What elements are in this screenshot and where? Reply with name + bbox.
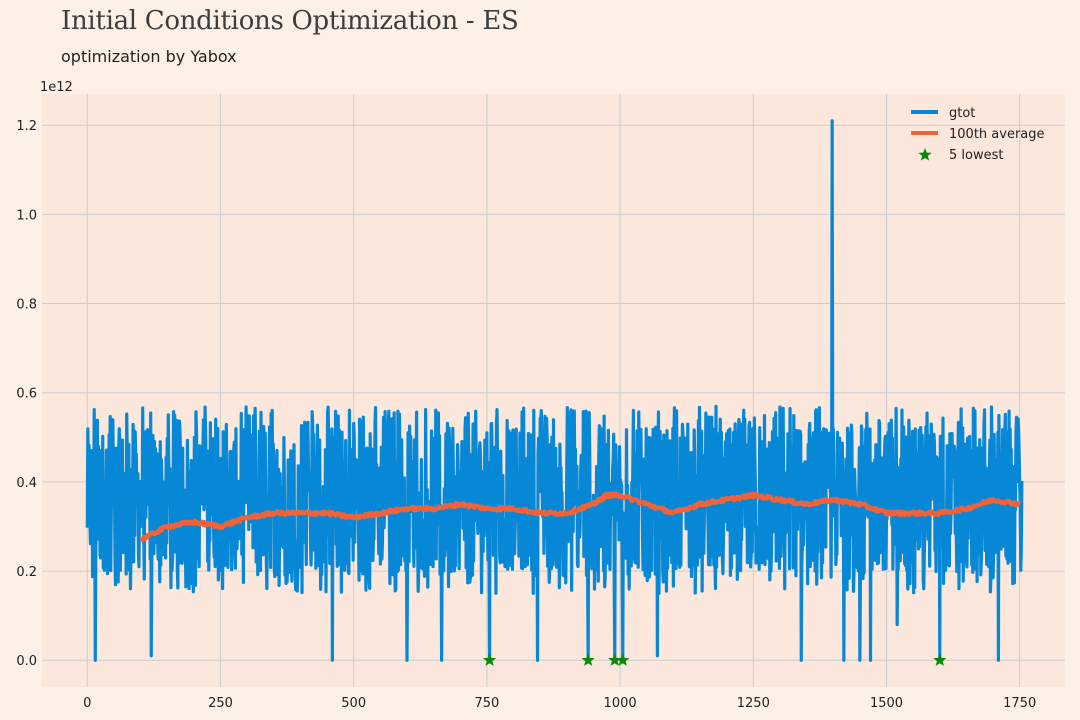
gtot-line [85, 119, 1024, 662]
series-100th-average [139, 491, 1022, 543]
x-tick-label: 0 [83, 696, 91, 711]
series-5-lowest [482, 653, 947, 666]
lowest-star-marker [482, 653, 497, 666]
legend-lowest-swatch [918, 148, 932, 161]
chart-subtitle: optimization by Yabox [61, 47, 237, 66]
plot-area [42, 94, 1065, 687]
x-tick-label: 250 [208, 696, 233, 711]
chart-title: Initial Conditions Optimization - ES [61, 6, 519, 36]
average-line [139, 491, 1022, 543]
grid-lines [42, 94, 1065, 687]
y-tick-label: 0.8 [16, 298, 37, 313]
lowest-star-marker [933, 653, 947, 666]
legend-label: gtot [949, 106, 975, 121]
x-tick-label: 1250 [737, 696, 770, 711]
y-tick-label: 1.2 [16, 119, 37, 134]
y-tick-label: 0.4 [16, 476, 37, 491]
x-tick-label: 1500 [870, 696, 903, 711]
tick-labels: 0 250 500 750 1000 1250 1500 1750 0.0 0.2 0.4 0.6 0.… [16, 119, 1036, 711]
x-tick-label: 1000 [604, 696, 637, 711]
series-gtot [85, 119, 1024, 662]
legend-label: 5 lowest [949, 148, 1003, 163]
y-offset-label: 1e12 [40, 80, 73, 95]
y-tick-label: 1.0 [16, 208, 37, 223]
x-tick-label: 750 [474, 696, 499, 711]
lowest-star-marker [608, 653, 622, 666]
y-tick-label: 0.6 [16, 387, 37, 402]
legend-label: 100th average [949, 127, 1045, 142]
legend: gtot 100th average 5 lowest [911, 106, 1045, 163]
y-tick-label: 0.0 [16, 654, 37, 669]
x-tick-label: 500 [341, 696, 366, 711]
y-tick-label: 0.2 [16, 565, 37, 580]
lowest-star-marker [616, 653, 630, 666]
x-tick-label: 1750 [1003, 696, 1036, 711]
lowest-star-marker [581, 653, 595, 666]
